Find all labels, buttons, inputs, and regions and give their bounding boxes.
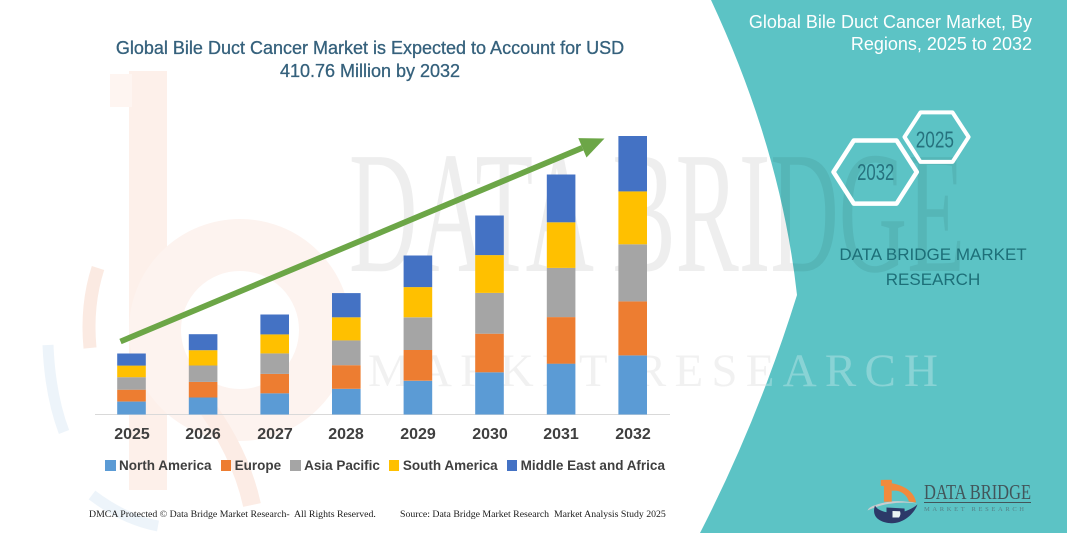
svg-text:MARKET RESEARCH: MARKET RESEARCH — [924, 506, 1024, 513]
svg-text:2025: 2025 — [916, 126, 954, 152]
svg-text:2032: 2032 — [857, 159, 894, 185]
svg-text:DATA BRIDGE: DATA BRIDGE — [924, 480, 1031, 504]
svg-text:DATA BRIDGE: DATA BRIDGE — [349, 116, 965, 309]
